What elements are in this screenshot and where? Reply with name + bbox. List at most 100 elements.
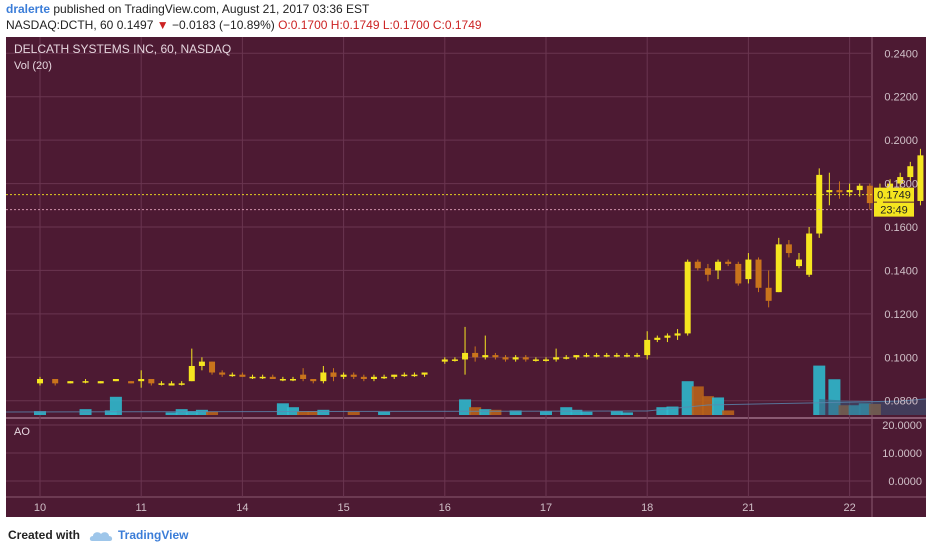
tradingview-link[interactable]: TradingView (118, 528, 189, 542)
candle-body (816, 174, 823, 234)
ao-axis: 0.0000 10.0000 20.0000 (882, 420, 922, 488)
volume-bar (570, 409, 583, 415)
candle-body (472, 352, 479, 358)
candle-body (269, 376, 276, 379)
volume-bar (276, 403, 289, 415)
price-tick-label: 0.2000 (884, 135, 918, 147)
candle-body (573, 355, 580, 358)
candle-body (320, 372, 327, 382)
volume-bar (722, 410, 735, 415)
volume-bar (347, 411, 360, 415)
candle-body (249, 376, 256, 379)
candle-body (563, 357, 570, 359)
ao-label: AO (14, 426, 30, 438)
footer: Created with TradingView (0, 522, 932, 550)
candle-body (654, 337, 661, 340)
candle-body (897, 177, 904, 184)
last-price: 0.1497 (116, 18, 154, 32)
candle-body (725, 261, 732, 264)
price-tick-label: 0.1800 (884, 179, 918, 191)
candle-body (866, 185, 873, 204)
candle-body (532, 359, 539, 361)
candle-body (37, 379, 43, 384)
candle-body (360, 376, 367, 379)
candle-body (229, 374, 236, 377)
candle-body (310, 379, 317, 382)
candle-body (492, 355, 499, 358)
volume-ma-line (5, 397, 932, 413)
ao-pane-background (6, 419, 872, 497)
volume-bar (297, 411, 310, 415)
chart-svg[interactable]: 0.0800 0.1000 0.1200 0.1400 0.1600 0.1800 0.20… (5, 37, 932, 517)
ao-tick-label: 20.0000 (882, 420, 922, 432)
candle-body (290, 379, 296, 381)
time-tick-label: 15 (337, 502, 349, 514)
candle-body (82, 381, 89, 383)
volume-bar (206, 411, 219, 415)
price-levels (6, 194, 872, 211)
candle-body (112, 379, 119, 382)
candle-body (421, 372, 428, 375)
price-tick-label: 0.1200 (884, 309, 918, 321)
candle-body (826, 190, 833, 193)
candle-body (765, 287, 772, 301)
candle-body (219, 372, 226, 375)
price-tick-label: 0.0800 (884, 396, 918, 408)
time-tick-label: 21 (742, 502, 754, 514)
candle-body (543, 359, 549, 361)
candle-body (279, 379, 286, 381)
volume-bar (479, 409, 492, 415)
ao-tick-label: 0.0000 (888, 476, 922, 488)
volume-bar (540, 411, 552, 415)
candle-body (704, 268, 711, 275)
time-tick-label: 18 (641, 502, 653, 514)
candle-body (391, 374, 398, 377)
volume-bar (109, 396, 122, 415)
volume-bar (195, 409, 208, 415)
author-link[interactable]: dralerte (6, 2, 51, 16)
candle-body (664, 335, 671, 338)
price-tick-label: 0.1600 (884, 222, 918, 234)
time-tick-label: 10 (34, 502, 46, 514)
candle-body (785, 244, 792, 254)
tradingview-logo-icon (89, 532, 113, 541)
chart-area[interactable]: 0.0800 0.1000 0.1200 0.1400 0.1600 0.1800 0.20… (5, 37, 932, 517)
candle-body (168, 383, 175, 386)
volume-bar (656, 407, 669, 415)
time-tick-label: 17 (540, 502, 552, 514)
candle-body (441, 359, 448, 362)
price-tick-label: 0.1000 (884, 352, 918, 364)
volume-bar (580, 411, 593, 415)
candle-body (694, 261, 701, 269)
candle-body (674, 333, 681, 336)
volume-bars (5, 365, 932, 415)
price-change: −0.0183 (−10.89%) (171, 18, 275, 32)
volume-bar (691, 386, 704, 415)
price-axis: 0.0800 0.1000 0.1200 0.1400 0.1600 0.1800 0.20… (884, 48, 918, 407)
volume-label: Vol (20) (14, 60, 52, 72)
grid-lines (6, 37, 926, 517)
candle-body (350, 374, 357, 377)
candle-body (806, 233, 813, 275)
time-marker-box (874, 202, 914, 217)
candle-body (209, 361, 216, 373)
created-with-label: Created with (8, 528, 81, 542)
candle-body (634, 355, 641, 357)
price-axis-background (872, 37, 926, 417)
chart-title: DELCATH SYSTEMS INC, 60, NASDAQ (14, 42, 231, 56)
candle-body (613, 355, 620, 357)
candle-body (745, 259, 752, 280)
candle-body (97, 381, 104, 384)
candle-body (198, 361, 205, 366)
candle-body (593, 355, 600, 357)
candle-body (583, 355, 590, 357)
time-axis: 10 11 14 15 16 17 18 21 22 (34, 502, 856, 514)
time-marker: 23:49 (874, 202, 914, 217)
time-tick-label: 11 (135, 502, 146, 514)
volume-bar (610, 411, 623, 415)
price-tick-label: 0.2200 (884, 92, 918, 104)
price-tick-label: 0.1400 (884, 265, 918, 277)
candle-body (340, 374, 347, 377)
ohlc-values: O:0.1700 H:0.1749 L:0.1700 C:0.1749 (278, 18, 482, 32)
candle-body (188, 365, 195, 382)
